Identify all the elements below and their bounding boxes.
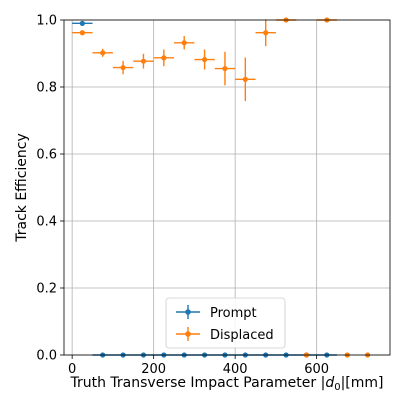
y-tick-label: 1.0 (36, 14, 57, 29)
y-tick-label: 0.0 (36, 349, 57, 364)
data-point (222, 65, 228, 72)
legend-label: Prompt (210, 306, 257, 321)
legend-box (165, 297, 286, 349)
x-tick-label: 200 (141, 362, 166, 377)
data-point (79, 20, 85, 26)
x-tick-label: 600 (304, 362, 329, 377)
x-axis-label-main: Truth Transverse Impact Parameter | (69, 375, 325, 391)
x-tick-label: 0 (68, 362, 76, 377)
x-axis-label-sub: 0 (334, 382, 340, 393)
x-axis-label: Truth Transverse Impact Parameter |d0|[m… (69, 375, 383, 393)
data-point (242, 76, 248, 82)
y-tick-label: 0.4 (36, 215, 57, 230)
legend-label: Displaced (210, 328, 274, 343)
x-axis-label-tail: |[mm] (341, 375, 384, 391)
y-axis-label: Track Efficiency (14, 133, 30, 243)
x-axis-label-var: d (325, 375, 334, 391)
series-displaced (72, 17, 371, 358)
data-point (79, 30, 85, 36)
data-point (201, 56, 208, 63)
data-point (100, 50, 106, 56)
axis-ticks: 0 200 400 600 0.0 0.2 0.4 0.6 0.8 1.0 (36, 14, 329, 378)
legend-marker (185, 331, 191, 337)
legend-marker (185, 309, 191, 315)
legend: Prompt Displaced (165, 297, 286, 349)
x-tick-label: 400 (223, 362, 248, 377)
y-tick-label: 0.8 (36, 81, 57, 96)
data-point (140, 58, 147, 64)
plot-frame (63, 19, 391, 356)
data-point (120, 64, 126, 71)
legend-item-displaced: Displaced (176, 327, 274, 343)
data-point (181, 40, 187, 46)
data-point (161, 55, 167, 61)
data-point (263, 30, 269, 36)
legend-item-prompt: Prompt (176, 305, 257, 321)
y-tick-label: 0.6 (36, 148, 57, 163)
y-tick-label: 0.2 (36, 282, 57, 297)
